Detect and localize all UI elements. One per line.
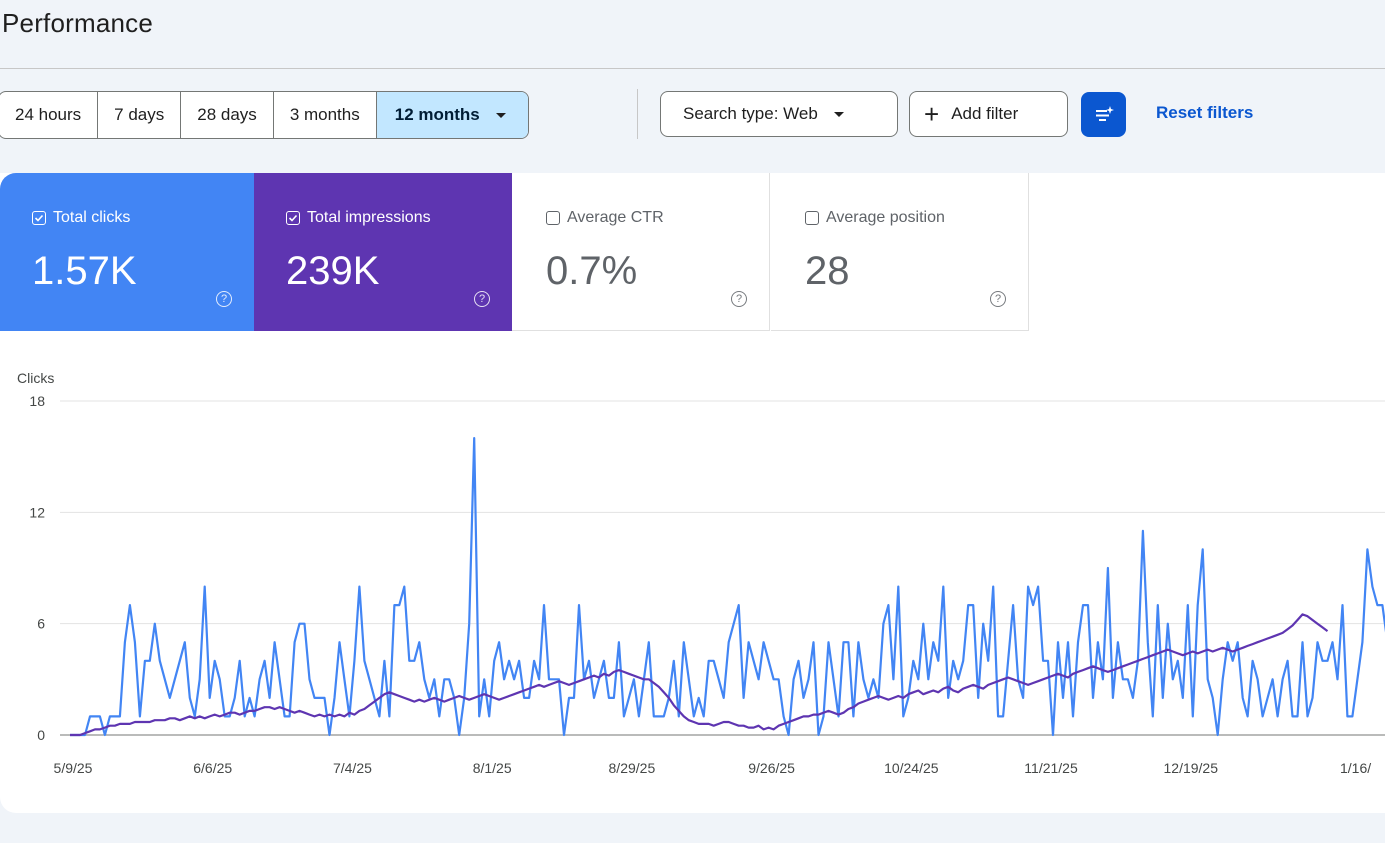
plus-icon: + bbox=[924, 99, 940, 129]
y-tick-label: 6 bbox=[37, 616, 45, 632]
x-tick-label: 8/29/25 bbox=[609, 760, 656, 776]
checkbox-checked-icon[interactable] bbox=[286, 211, 300, 225]
range-24-hours-button[interactable]: 24 hours bbox=[0, 92, 99, 138]
performance-line-chart: Clicks 0 6 12 18 5/9/25 6/6/25 7/4/25 8/1/25 8/… bbox=[17, 370, 1385, 776]
filter-sparkle-icon bbox=[1095, 105, 1114, 121]
x-tick-label: 1/16/ bbox=[1340, 760, 1371, 776]
x-tick-label: 12/19/25 bbox=[1164, 760, 1219, 776]
metric-value: 239K bbox=[286, 249, 380, 293]
help-icon[interactable]: ? bbox=[731, 291, 747, 307]
metric-label-row: Average CTR bbox=[546, 209, 664, 227]
clicks-series-line bbox=[70, 436, 1385, 737]
x-tick-label: 10/24/25 bbox=[884, 760, 939, 776]
x-tick-label: 9/26/25 bbox=[748, 760, 795, 776]
metric-label: Average CTR bbox=[567, 209, 664, 226]
metric-card-total-impressions[interactable]: Total impressions 239K ? bbox=[254, 173, 512, 331]
x-tick-label: 5/9/25 bbox=[54, 760, 93, 776]
range-12-months-label: 12 months bbox=[394, 105, 480, 124]
impressions-series-line bbox=[70, 613, 1329, 737]
checkmark-icon bbox=[34, 214, 44, 222]
metric-label-row: Total impressions bbox=[286, 209, 431, 227]
metric-card-average-position[interactable]: Average position 28 ? bbox=[771, 173, 1029, 331]
add-filter-label: Add filter bbox=[951, 104, 1019, 123]
caret-down-icon bbox=[495, 112, 506, 118]
performance-chart-panel: Clicks 0 6 12 18 5/9/25 6/6/25 7/4/25 8/1/25 8/… bbox=[0, 331, 1385, 813]
checkbox-unchecked-icon[interactable] bbox=[805, 211, 819, 225]
help-icon[interactable]: ? bbox=[990, 291, 1006, 307]
checkbox-unchecked-icon[interactable] bbox=[546, 211, 560, 225]
x-tick-label: 8/1/25 bbox=[473, 760, 512, 776]
x-tick-label: 6/6/25 bbox=[193, 760, 232, 776]
metric-value: 0.7% bbox=[546, 249, 638, 293]
metric-value: 1.57K bbox=[32, 249, 137, 293]
metric-cards: Total clicks 1.57K ? Total impressions 2… bbox=[0, 173, 1385, 331]
search-type-dropdown[interactable]: Search type: Web bbox=[660, 91, 898, 137]
metric-value: 28 bbox=[805, 249, 850, 293]
y-tick-label: 0 bbox=[37, 727, 45, 743]
add-filter-button[interactable]: + Add filter bbox=[909, 91, 1068, 137]
reset-filters-link[interactable]: Reset filters bbox=[1156, 103, 1254, 122]
header-divider bbox=[0, 68, 1385, 69]
metric-label: Total clicks bbox=[53, 209, 131, 226]
metric-label: Average position bbox=[826, 209, 945, 226]
metric-card-average-ctr[interactable]: Average CTR 0.7% ? bbox=[512, 173, 770, 331]
range-3-months-button[interactable]: 3 months bbox=[274, 92, 377, 138]
filter-settings-button[interactable] bbox=[1081, 92, 1126, 137]
x-tick-label: 11/21/25 bbox=[1024, 760, 1078, 776]
y-tick-label: 18 bbox=[29, 393, 45, 409]
y-axis-label: Clicks bbox=[17, 370, 54, 386]
checkmark-icon bbox=[288, 214, 298, 222]
x-tick-label: 7/4/25 bbox=[333, 760, 372, 776]
range-7-days-button[interactable]: 7 days bbox=[98, 92, 182, 138]
metric-label-row: Total clicks bbox=[32, 209, 130, 227]
search-type-label: Search type: Web bbox=[683, 104, 818, 123]
range-12-months-button[interactable]: 12 months bbox=[376, 92, 528, 138]
metric-label-row: Average position bbox=[805, 209, 945, 227]
checkbox-checked-icon[interactable] bbox=[32, 211, 46, 225]
metric-card-total-clicks[interactable]: Total clicks 1.57K ? bbox=[0, 173, 254, 331]
date-range-selector: 24 hours 7 days 28 days 3 months 12 mont… bbox=[0, 91, 529, 139]
metric-label: Total impressions bbox=[307, 209, 431, 226]
page-title: Performance bbox=[2, 8, 154, 38]
help-icon[interactable]: ? bbox=[474, 291, 490, 307]
y-tick-label: 12 bbox=[29, 504, 45, 520]
range-28-days-button[interactable]: 28 days bbox=[181, 92, 274, 138]
toolbar-separator bbox=[637, 89, 638, 139]
help-icon[interactable]: ? bbox=[216, 291, 232, 307]
caret-down-icon bbox=[833, 111, 844, 117]
